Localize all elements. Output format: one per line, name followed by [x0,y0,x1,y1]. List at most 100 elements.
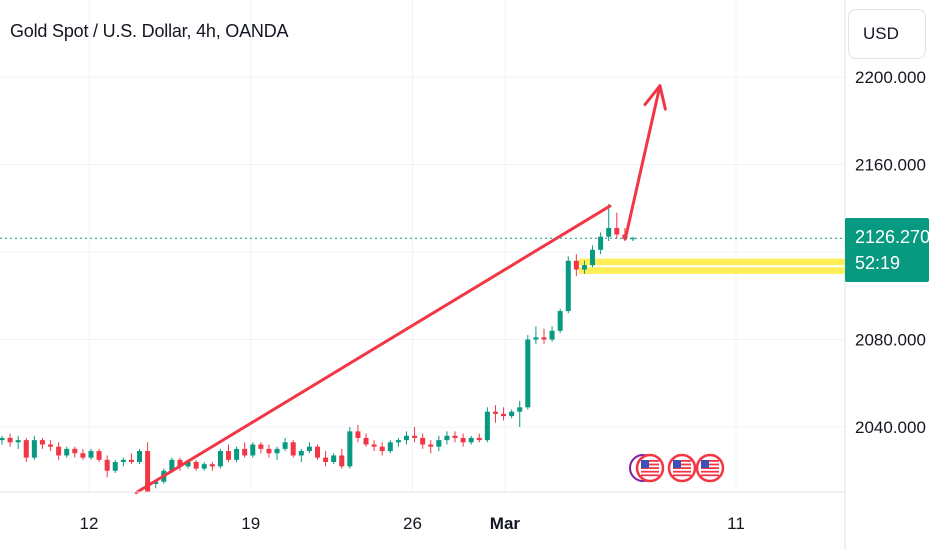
x-tick-label: 19 [241,514,260,533]
candle [517,400,523,427]
candle-body [565,260,571,312]
candle [614,212,620,239]
y-tick-label: 2160.000 [855,156,926,175]
candle-body [476,437,482,441]
candle-body [56,446,62,456]
candle [112,459,118,473]
candle-body [323,457,329,462]
candle [347,427,353,469]
candle-body [88,451,94,458]
candle [323,451,329,467]
candle-body [331,455,337,462]
candle-body [314,446,320,458]
candle [80,448,86,460]
candle-body [517,407,523,412]
currency-button[interactable]: USD [848,9,926,59]
candle-body [23,440,29,458]
candle-body [266,448,272,454]
x-tick-label: 12 [80,514,99,533]
candle-body [217,451,223,467]
candle-body [145,451,151,492]
candle [403,431,409,445]
candle [444,431,450,445]
candle-body [395,440,401,443]
candle-body [549,330,555,340]
candle [15,435,21,449]
candle [363,433,369,447]
candle [88,448,94,460]
bar-countdown-label: 52:19 [855,253,901,273]
candle-body [492,411,498,414]
candle-body [355,431,361,438]
candle [242,442,248,458]
candle-body [274,448,280,454]
us-flag-event-icon[interactable] [667,453,697,483]
candle-body [436,440,442,447]
candle-body [452,435,458,438]
candle-body [15,440,21,443]
candle-body [581,265,587,270]
candle [120,457,126,467]
candle [420,433,426,449]
candle [96,448,102,462]
candle-body [234,448,240,460]
candle [460,433,466,447]
candle-body [128,459,134,462]
candle [412,427,418,443]
candle [258,442,264,454]
candle-body [258,444,264,449]
candle-body [379,446,385,452]
candle [428,440,434,454]
candle [39,437,45,449]
candle-body [7,437,13,443]
candle-body [403,435,409,441]
candle [145,442,151,492]
candle [355,424,361,443]
us-flag-event-icon[interactable] [695,453,725,483]
candle-body [387,442,393,452]
candle [217,448,223,469]
candle [606,203,612,242]
candle [331,453,337,465]
candle-body [541,337,547,340]
candle-body [185,462,191,467]
x-tick-label: Mar [490,514,521,533]
candle-body [339,455,345,467]
candle-body [484,411,490,441]
candle-body [112,462,118,471]
candle [137,448,143,465]
candle-body [444,435,450,441]
candle [282,437,288,452]
candle-body [282,442,288,449]
arrow-head [658,84,667,111]
candle-body [460,437,466,443]
arrow-shaft [623,84,662,241]
candle-body [0,437,5,441]
candle-body [533,337,539,340]
candle-body [468,437,474,443]
candle [436,435,442,452]
event-icons[interactable] [629,453,725,483]
candle [379,442,385,456]
candle [266,444,272,458]
support-zone [579,258,845,274]
candle-body [72,448,78,454]
candle [72,446,78,458]
candle [492,405,498,423]
candle-body [573,260,579,270]
us-flag-event-icon[interactable] [629,453,665,483]
candle-body [225,451,232,460]
candle [581,260,587,274]
candle-body [201,464,207,469]
candle [128,453,134,465]
candle [598,232,604,255]
candle [201,462,207,471]
candle [31,435,37,460]
last-price-tag: 2126.270 52:19 [845,218,930,282]
candle [48,440,54,452]
candle-body [48,444,54,447]
candle [541,328,547,344]
